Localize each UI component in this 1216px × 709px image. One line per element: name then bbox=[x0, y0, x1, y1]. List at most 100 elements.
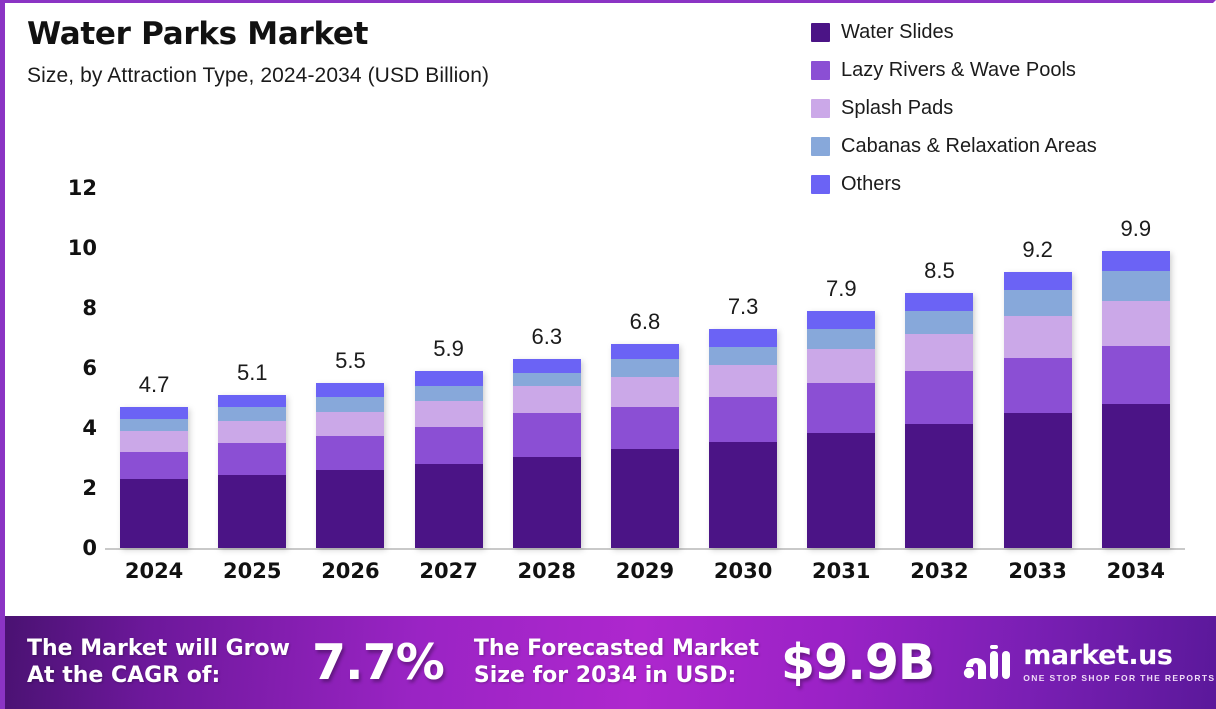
logo-tagline: ONE STOP SHOP FOR THE REPORTS bbox=[1023, 673, 1216, 683]
bar-segment[interactable] bbox=[1101, 251, 1170, 271]
legend-item-others[interactable]: Others bbox=[811, 169, 1097, 200]
bar-group[interactable]: 9.2 bbox=[989, 188, 1087, 548]
bar-group[interactable]: 5.9 bbox=[400, 188, 498, 548]
bar-segment[interactable] bbox=[512, 372, 581, 386]
bar-stack[interactable] bbox=[610, 344, 679, 548]
bar-segment[interactable] bbox=[1003, 315, 1072, 358]
bar-segment[interactable] bbox=[709, 396, 778, 442]
bar-group[interactable]: 6.8 bbox=[596, 188, 694, 548]
market-us-logo[interactable]: market.us ONE STOP SHOP FOR THE REPORTS bbox=[962, 642, 1215, 683]
bar-segment[interactable] bbox=[316, 411, 385, 436]
bar-segment[interactable] bbox=[1101, 345, 1170, 404]
legend-item-label: Lazy Rivers & Wave Pools bbox=[841, 59, 1076, 81]
cagr-label: The Market will Grow At the CAGR of: bbox=[27, 636, 290, 690]
bar-segment[interactable] bbox=[807, 329, 876, 349]
bar-segment[interactable] bbox=[218, 474, 287, 548]
x-axis-tick-label: 2030 bbox=[713, 559, 773, 583]
bar-segment[interactable] bbox=[316, 383, 385, 397]
y-axis-tick-label: 6 bbox=[82, 356, 97, 380]
bar-segment[interactable] bbox=[120, 419, 189, 431]
legend-item-lazy-rivers-wave-pools[interactable]: Lazy Rivers & Wave Pools bbox=[811, 55, 1097, 86]
bar-stack[interactable] bbox=[905, 293, 974, 548]
forecast-label: The Forecasted Market Size for 2034 in U… bbox=[474, 636, 759, 690]
bar-segment[interactable] bbox=[905, 311, 974, 334]
bar-series-container: 4.7 5.1 5.5 5.9 6.3 6.8 7.3 7.9 8.5 9.2 9.9 bbox=[105, 188, 1185, 548]
legend-swatch-icon bbox=[811, 23, 830, 42]
bar-stack[interactable] bbox=[414, 371, 483, 548]
legend-item-cabanas-relaxation-areas[interactable]: Cabanas & Relaxation Areas bbox=[811, 131, 1097, 162]
bar-group[interactable]: 7.3 bbox=[694, 188, 792, 548]
bar-stack[interactable] bbox=[316, 383, 385, 548]
bar-stack[interactable] bbox=[1003, 272, 1072, 548]
bar-segment[interactable] bbox=[512, 386, 581, 413]
bar-segment[interactable] bbox=[709, 329, 778, 347]
bar-segment[interactable] bbox=[709, 347, 778, 365]
bar-segment[interactable] bbox=[807, 348, 876, 383]
bar-segment[interactable] bbox=[1003, 413, 1072, 548]
bar-segment[interactable] bbox=[905, 293, 974, 311]
bar-segment[interactable] bbox=[414, 371, 483, 386]
bar-segment[interactable] bbox=[218, 407, 287, 421]
bar-segment[interactable] bbox=[316, 435, 385, 470]
bar-group[interactable]: 7.9 bbox=[792, 188, 890, 548]
y-axis-tick-label: 10 bbox=[67, 236, 97, 260]
bar-stack[interactable] bbox=[709, 329, 778, 548]
bar-segment[interactable] bbox=[807, 383, 876, 433]
bar-segment[interactable] bbox=[905, 423, 974, 548]
bar-segment[interactable] bbox=[905, 333, 974, 371]
bar-group[interactable]: 8.5 bbox=[890, 188, 988, 548]
bar-total-label: 7.3 bbox=[727, 294, 759, 319]
bar-segment[interactable] bbox=[120, 452, 189, 479]
bar-segment[interactable] bbox=[512, 413, 581, 457]
bar-segment[interactable] bbox=[709, 365, 778, 397]
bar-stack[interactable] bbox=[1101, 251, 1170, 548]
bar-segment[interactable] bbox=[1003, 272, 1072, 290]
bar-segment[interactable] bbox=[316, 470, 385, 548]
bar-group[interactable]: 6.3 bbox=[498, 188, 596, 548]
bar-segment[interactable] bbox=[1101, 404, 1170, 548]
legend-swatch-icon bbox=[811, 175, 830, 194]
legend-item-label: Splash Pads bbox=[841, 97, 954, 119]
bar-segment[interactable] bbox=[414, 401, 483, 427]
bar-segment[interactable] bbox=[1003, 357, 1072, 413]
bar-segment[interactable] bbox=[1003, 290, 1072, 316]
bar-stack[interactable] bbox=[807, 311, 876, 548]
bar-segment[interactable] bbox=[1101, 270, 1170, 301]
bar-segment[interactable] bbox=[316, 396, 385, 412]
legend-item-splash-pads[interactable]: Splash Pads bbox=[811, 93, 1097, 124]
bar-segment[interactable] bbox=[120, 407, 189, 419]
bar-segment[interactable] bbox=[1101, 300, 1170, 346]
bar-stack[interactable] bbox=[120, 407, 189, 548]
bar-segment[interactable] bbox=[905, 371, 974, 424]
x-axis-tick-label: 2033 bbox=[1008, 559, 1067, 583]
bar-segment[interactable] bbox=[414, 386, 483, 401]
bar-segment[interactable] bbox=[218, 443, 287, 475]
forecast-value: $9.9B bbox=[781, 634, 935, 691]
bar-group[interactable]: 5.5 bbox=[301, 188, 399, 548]
bar-segment[interactable] bbox=[120, 479, 189, 548]
bar-segment[interactable] bbox=[610, 449, 679, 548]
bar-total-label: 6.8 bbox=[629, 309, 661, 334]
bar-segment[interactable] bbox=[807, 432, 876, 548]
x-axis: 2024 2025 2026 2027 2028 2029 2030 2031 2032 2033… bbox=[105, 559, 1185, 595]
bar-segment[interactable] bbox=[414, 426, 483, 464]
bar-segment[interactable] bbox=[709, 441, 778, 548]
bar-segment[interactable] bbox=[218, 420, 287, 443]
bar-segment[interactable] bbox=[120, 431, 189, 452]
legend-item-water-slides[interactable]: Water Slides bbox=[811, 17, 1097, 48]
bar-stack[interactable] bbox=[512, 359, 581, 548]
bar-segment[interactable] bbox=[512, 359, 581, 373]
cagr-value: 7.7% bbox=[311, 634, 445, 691]
bar-group[interactable]: 5.1 bbox=[203, 188, 301, 548]
bar-segment[interactable] bbox=[610, 377, 679, 407]
bar-segment[interactable] bbox=[512, 456, 581, 548]
bar-segment[interactable] bbox=[414, 464, 483, 548]
bar-group[interactable]: 9.9 bbox=[1087, 188, 1185, 548]
bar-segment[interactable] bbox=[610, 359, 679, 377]
bar-segment[interactable] bbox=[610, 407, 679, 449]
bar-segment[interactable] bbox=[807, 311, 876, 329]
bar-stack[interactable] bbox=[218, 395, 287, 548]
bar-segment[interactable] bbox=[218, 395, 287, 407]
bar-group[interactable]: 4.7 bbox=[105, 188, 203, 548]
bar-segment[interactable] bbox=[610, 344, 679, 359]
